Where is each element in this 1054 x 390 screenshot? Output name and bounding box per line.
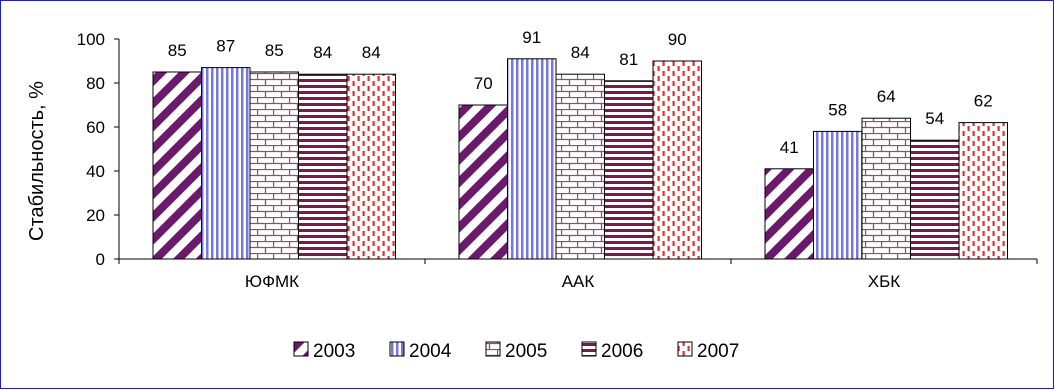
y-tick-label: 80 <box>86 74 105 93</box>
data-label: 81 <box>619 50 638 69</box>
legend-swatch <box>389 341 405 357</box>
legend-swatch <box>677 341 693 357</box>
bar-2007 <box>652 60 702 260</box>
data-label: 58 <box>828 100 847 119</box>
data-label: 85 <box>168 41 187 60</box>
data-label: 85 <box>265 41 284 60</box>
legend-swatch <box>485 341 501 357</box>
legend: 2003 2004 2005 2006 2007 <box>293 341 739 362</box>
bar-2005 <box>249 71 299 260</box>
data-label: 62 <box>974 92 993 111</box>
data-label: 84 <box>313 43 332 62</box>
bars <box>152 58 1008 260</box>
y-tick-label: 40 <box>86 162 105 181</box>
data-label: 91 <box>522 28 541 47</box>
bar-2004 <box>201 67 251 260</box>
bar-2006 <box>298 73 348 260</box>
data-label: 54 <box>925 109 944 128</box>
legend-label: 2005 <box>505 341 547 362</box>
axes: 0 20 40 60 80 100 ЮФМК ААК ХБК <box>77 30 1038 291</box>
x-category-label: ААК <box>562 272 595 291</box>
bar-2003 <box>152 71 202 260</box>
bar-2007 <box>346 73 396 260</box>
legend-swatch <box>581 341 597 357</box>
data-label: 70 <box>474 74 493 93</box>
data-label: 41 <box>780 138 799 157</box>
data-label: 87 <box>216 37 235 56</box>
bar-2005 <box>555 73 605 260</box>
x-category-label: ЮФМК <box>245 272 299 291</box>
bar-2006 <box>604 80 654 260</box>
y-tick-label: 20 <box>86 206 105 225</box>
x-category-label: ХБК <box>868 272 900 291</box>
y-axis-label: Стабильность, % <box>26 81 48 241</box>
bar-2007 <box>958 122 1008 260</box>
y-tick-label: 100 <box>77 30 105 49</box>
legend-label: 2006 <box>601 341 643 362</box>
legend-label: 2007 <box>697 341 739 362</box>
legend-label: 2004 <box>409 341 452 362</box>
bar-2004 <box>507 58 557 260</box>
bar-2004 <box>813 130 863 260</box>
bar-2006 <box>910 139 960 260</box>
y-tick-label: 60 <box>86 118 105 137</box>
data-label: 84 <box>362 43 381 62</box>
bar-2003 <box>458 104 508 260</box>
data-labels: 85 87 85 84 84 70 91 84 81 90 41 58 64 54 62 <box>168 28 993 157</box>
data-label: 90 <box>668 30 687 49</box>
legend-label: 2003 <box>313 341 355 362</box>
data-label: 84 <box>571 43 590 62</box>
y-tick-label: 0 <box>96 250 105 269</box>
bar-2003 <box>764 168 814 260</box>
bar-2005 <box>861 117 911 260</box>
data-label: 64 <box>877 87 896 106</box>
legend-swatch <box>293 341 309 357</box>
